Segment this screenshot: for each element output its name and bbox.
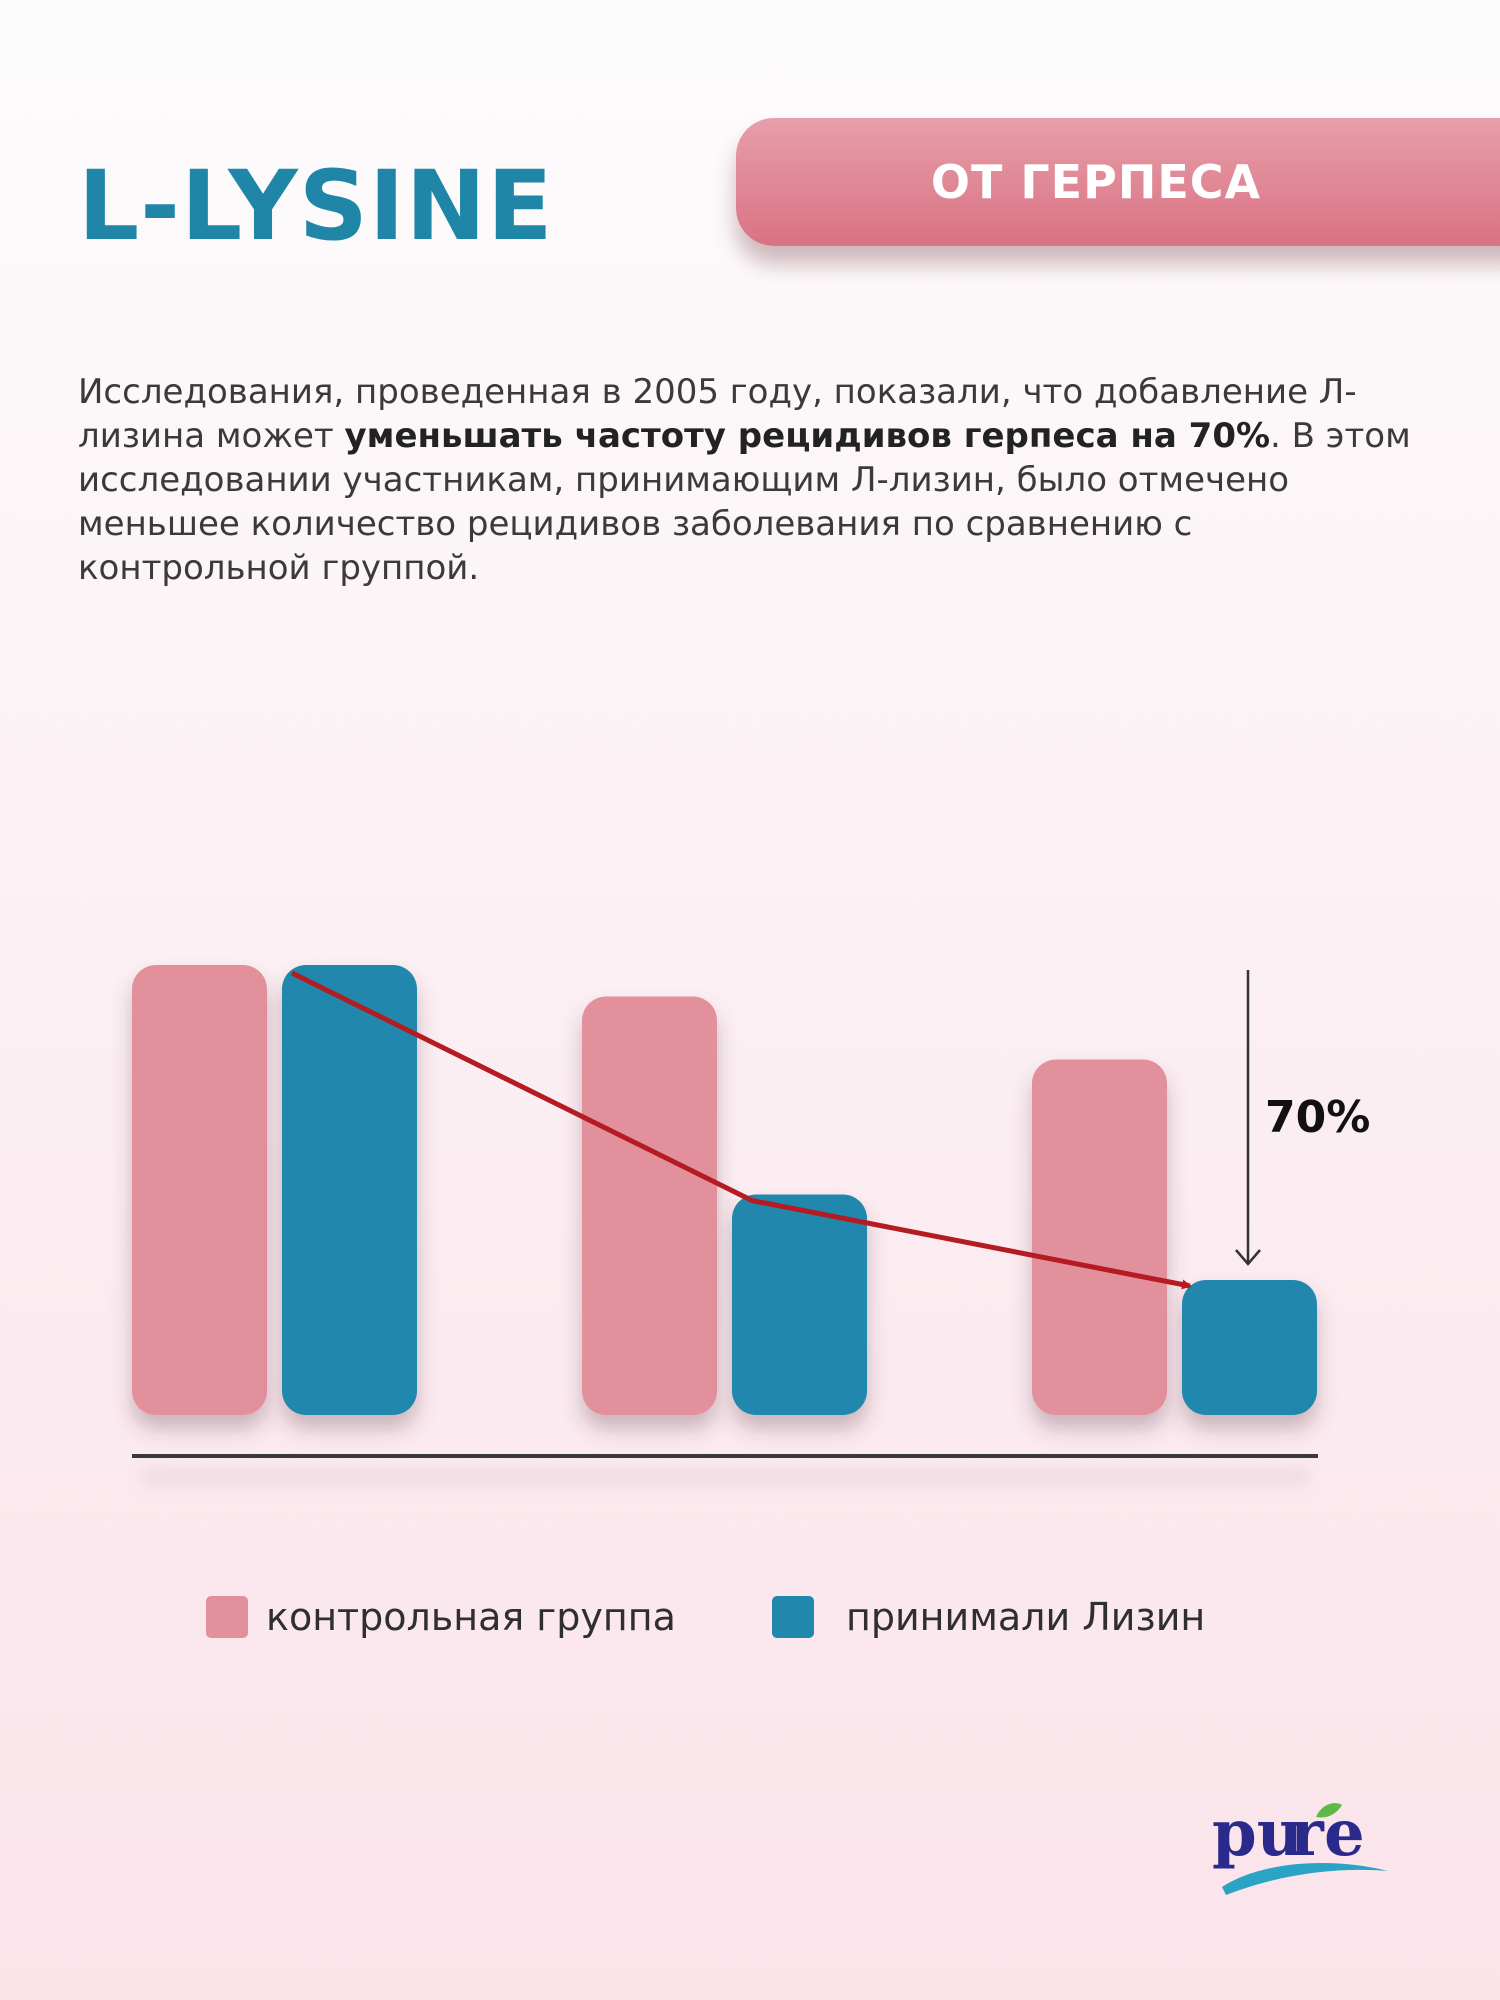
reduction-annotation: 70% bbox=[1235, 970, 1370, 1266]
legend-swatch-control bbox=[206, 1596, 248, 1638]
legend-swatch-lysine bbox=[772, 1596, 814, 1638]
chart-legend: контрольная группа принимали Лизин bbox=[0, 1595, 1500, 1645]
leaf-icon bbox=[1316, 1803, 1342, 1818]
bar-lysine-2 bbox=[732, 1194, 867, 1415]
bar-lysine-3 bbox=[1182, 1280, 1317, 1415]
svg-text:r: r bbox=[1290, 1796, 1325, 1871]
bar-control-2 bbox=[582, 996, 717, 1415]
bar-chart: 70% bbox=[132, 965, 1370, 1484]
reduction-label: 70% bbox=[1265, 1092, 1370, 1143]
legend-item-lysine: принимали Лизин bbox=[772, 1595, 1205, 1639]
pure-logo: pu r e bbox=[1212, 1796, 1388, 1895]
description-part-1: Исследования, проведенная в 2005 году, п… bbox=[78, 372, 1357, 456]
svg-text:pu: pu bbox=[1212, 1796, 1303, 1871]
description-part-2: . В этом исследовании участникам, приним… bbox=[78, 416, 1411, 588]
legend-label-lysine: принимали Лизин bbox=[846, 1595, 1206, 1639]
description-highlight: уменьшать частоту рецидивов герпеса на 7… bbox=[344, 416, 1271, 456]
topic-badge-label: ОТ ГЕРПЕСА bbox=[930, 155, 1262, 209]
legend-item-control: контрольная группа bbox=[206, 1595, 676, 1639]
topic-badge: ОТ ГЕРПЕСА bbox=[736, 118, 1500, 246]
bar-control-1 bbox=[132, 965, 267, 1415]
reduction-arrow-head bbox=[1235, 1249, 1261, 1266]
description-text: Исследования, проведенная в 2005 году, п… bbox=[78, 370, 1418, 590]
bar-lysine-1 bbox=[282, 965, 417, 1415]
page-title: L-LYSINE bbox=[78, 150, 554, 262]
trend-arrow bbox=[290, 970, 1192, 1290]
bar-control-3 bbox=[1032, 1059, 1167, 1415]
baseline-shadow bbox=[140, 1470, 1310, 1484]
logo-wave bbox=[1222, 1863, 1388, 1895]
legend-label-control: контрольная группа bbox=[266, 1595, 676, 1639]
